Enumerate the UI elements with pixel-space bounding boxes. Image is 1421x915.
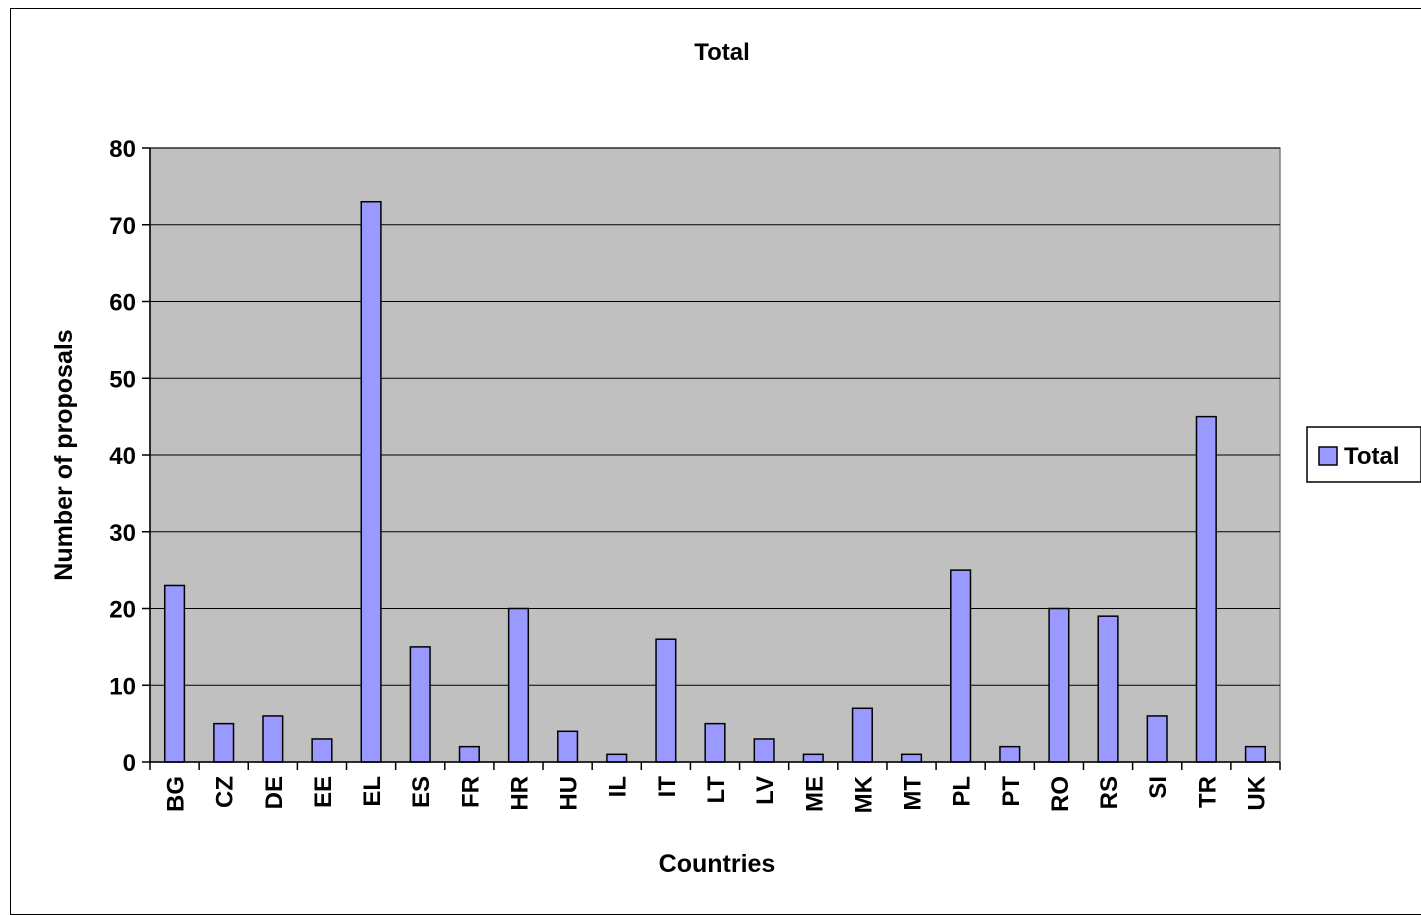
- x-tick-label: IT: [654, 776, 681, 798]
- bar-fr: [458, 745, 480, 763]
- y-tick-label: 60: [109, 290, 136, 317]
- bar-cz: [213, 722, 235, 763]
- x-tick-label: TR: [1194, 776, 1221, 808]
- x-axis-title: Countries: [659, 850, 776, 878]
- chart-title: Total: [694, 39, 750, 66]
- x-tick-label: UK: [1243, 775, 1270, 810]
- bar-pl: [950, 569, 972, 763]
- bar-it: [655, 638, 677, 763]
- x-tick-label: EE: [310, 776, 337, 808]
- bar-uk: [1244, 745, 1267, 763]
- x-tick-label: HR: [506, 776, 533, 811]
- x-tick-label: HU: [556, 776, 583, 811]
- y-tick-label: 40: [109, 443, 136, 470]
- y-tick-label: 0: [123, 750, 136, 777]
- x-tick-label: PT: [998, 776, 1025, 807]
- y-tick-label: 70: [109, 213, 136, 240]
- x-tick-label: RS: [1096, 776, 1123, 809]
- y-tick-label: 50: [109, 366, 136, 393]
- bar-mt: [900, 753, 923, 763]
- x-tick-label: CZ: [212, 776, 239, 808]
- x-tick-label: LV: [752, 776, 779, 805]
- x-tick-label: IL: [605, 776, 632, 797]
- x-tick-label: SI: [1145, 776, 1172, 799]
- bar-hu: [557, 730, 579, 763]
- bar-rs: [1097, 615, 1119, 763]
- legend: Total: [1306, 426, 1421, 483]
- x-tick-label: MT: [900, 776, 927, 811]
- x-tick-label: ME: [801, 776, 828, 812]
- y-tick-label: 10: [109, 673, 136, 700]
- bar-lv: [753, 738, 775, 763]
- x-tick-label: DE: [261, 776, 288, 809]
- x-tick-label: RO: [1047, 776, 1074, 812]
- bar-tr: [1195, 415, 1217, 763]
- bar-es: [409, 646, 431, 763]
- bar-mk: [851, 707, 873, 763]
- y-tick-label: 80: [109, 136, 136, 163]
- x-tick-label: BG: [163, 776, 190, 812]
- x-tick-label: PL: [949, 776, 976, 807]
- bar-hr: [507, 607, 530, 763]
- bar-si: [1146, 715, 1168, 763]
- plot-area: 0 10 20 30 40 50 60 70 80 BG CZ DE EE EL ES FR HR HU IL IT L…: [109, 136, 1281, 813]
- legend-label: Total: [1344, 443, 1400, 470]
- bar-de: [262, 715, 284, 763]
- x-tick-label: ES: [408, 776, 435, 808]
- legend-swatch: [1318, 446, 1338, 466]
- bar-ee: [311, 738, 333, 763]
- bar-pt: [999, 745, 1021, 763]
- bar-bg: [163, 584, 186, 763]
- x-tick-label: MK: [850, 775, 877, 813]
- y-tick-label: 20: [109, 597, 136, 624]
- bar-lt: [704, 722, 726, 763]
- x-tick-label: EL: [359, 776, 386, 807]
- bar-il: [606, 753, 628, 763]
- y-axis-title: Number of proposals: [50, 329, 78, 580]
- x-tick-label: LT: [703, 776, 730, 804]
- bar-me: [802, 753, 824, 763]
- bar-ro: [1048, 607, 1070, 763]
- y-tick-label: 30: [109, 520, 136, 547]
- x-tick-label: FR: [457, 776, 484, 808]
- bar-el: [360, 200, 382, 763]
